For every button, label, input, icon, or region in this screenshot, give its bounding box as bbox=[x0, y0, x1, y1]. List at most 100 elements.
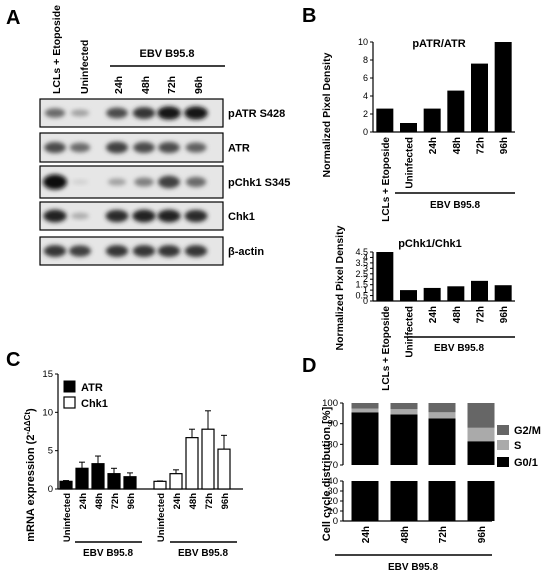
x-tick-label: 24h bbox=[428, 137, 439, 154]
y-tick-label: 3 bbox=[363, 263, 368, 273]
blot-band bbox=[70, 109, 90, 117]
bar bbox=[376, 108, 394, 132]
x-tick-label: 72h bbox=[476, 137, 487, 154]
bar-segment-g01 bbox=[428, 481, 456, 521]
blot-band bbox=[105, 245, 129, 257]
blot-band bbox=[43, 174, 67, 190]
blot-band bbox=[71, 212, 89, 220]
blot-lane-label: 24h bbox=[113, 76, 125, 94]
bar bbox=[447, 90, 465, 132]
bar-segment-g01 bbox=[390, 414, 418, 465]
y-tick-label: 20 bbox=[327, 496, 338, 507]
y-tick-label: 1.5 bbox=[355, 280, 368, 290]
bar-segment-g2m bbox=[390, 403, 418, 410]
bar-atr bbox=[59, 480, 73, 490]
bar-segment-s bbox=[390, 409, 418, 415]
y-tick-label: 100 bbox=[322, 398, 338, 409]
bar-segment-g01 bbox=[390, 481, 418, 521]
chart-cell-cycle: Cell cycle distribution [%] 70 80 90 100 010… bbox=[321, 398, 541, 573]
x-tick-label: Uninfected bbox=[405, 306, 416, 358]
x-tick-label: LCLs + Etoposide bbox=[381, 137, 392, 222]
legend-swatch-g01 bbox=[497, 457, 509, 467]
bar-segment-g2m bbox=[351, 403, 379, 409]
panel-label-d: D bbox=[302, 355, 316, 377]
blot-band bbox=[69, 245, 91, 257]
blot-band bbox=[105, 209, 129, 223]
bar bbox=[471, 63, 488, 132]
y-tick-label: 0 bbox=[363, 127, 368, 137]
y-axis-label: mRNA expression (2-ΔΔCt) bbox=[23, 408, 37, 542]
panel-label-c: C bbox=[6, 349, 20, 371]
bar bbox=[471, 280, 488, 301]
y-axis-label: Cell cycle distribution [%] bbox=[321, 406, 333, 541]
blot-lane-label: 96h bbox=[193, 76, 205, 94]
y-tick-label: 15 bbox=[42, 369, 53, 380]
y-tick-label: 0 bbox=[363, 296, 368, 306]
y-tick-label: 1 bbox=[363, 285, 368, 295]
legend-swatch-g2m bbox=[497, 425, 509, 435]
blot-lane-label: 48h bbox=[140, 76, 152, 94]
y-tick-label: 70 bbox=[327, 460, 338, 471]
x-tick-label: 48h bbox=[94, 493, 105, 510]
legend-label-chk1: Chk1 bbox=[81, 398, 108, 410]
y-tick-label: 4 bbox=[363, 252, 368, 262]
y-tick-label: 0 bbox=[48, 484, 53, 495]
bar-segment-g01 bbox=[467, 481, 495, 521]
blot-lane-label: Uninfected bbox=[79, 40, 91, 94]
blot-group-label: EBV B95.8 bbox=[139, 48, 194, 60]
y-tick-label: 90 bbox=[327, 419, 338, 430]
y-tick-label: 0.5 bbox=[355, 291, 368, 301]
western-blot: LCLs + Etoposide Uninfected 24h 48h 72h … bbox=[39, 5, 290, 266]
bar-chk1 bbox=[153, 480, 167, 490]
y-tick-label: 4 bbox=[363, 91, 368, 101]
chart-title: pATR/ATR bbox=[412, 38, 465, 50]
group-label-chk1: EBV B95.8 bbox=[178, 548, 228, 559]
x-tick-label: 24h bbox=[172, 493, 183, 510]
x-tick-label: Uninfected bbox=[62, 493, 73, 542]
x-tick-label: 48h bbox=[452, 137, 463, 154]
bar bbox=[423, 108, 441, 132]
panel-label-b: B bbox=[302, 5, 316, 27]
bar-chk1 bbox=[201, 428, 215, 490]
bar bbox=[494, 285, 512, 301]
bar-atr bbox=[91, 463, 105, 490]
bar-segment-s bbox=[351, 408, 379, 413]
bar-chk1 bbox=[185, 437, 199, 490]
panel-label-a: A bbox=[6, 7, 20, 29]
x-tick-label: 72h bbox=[110, 493, 121, 510]
blot-band bbox=[184, 245, 208, 257]
blot-row-label: β-actin bbox=[228, 246, 264, 258]
y-tick-label: 8 bbox=[363, 55, 368, 65]
chart-patr-atr: pATR/ATR Normalized Pixel Density 0 2 4 6 8 1… bbox=[321, 37, 515, 222]
y-tick-label: 2 bbox=[363, 109, 368, 119]
bar bbox=[376, 252, 394, 301]
bar bbox=[400, 123, 417, 132]
blot-row-label: pChk1 S345 bbox=[228, 177, 290, 189]
blot-band bbox=[43, 245, 67, 257]
bar-segment-g01 bbox=[467, 441, 495, 465]
chart-title: pChk1/Chk1 bbox=[398, 238, 462, 250]
blot-band bbox=[184, 209, 208, 223]
x-tick-label: Uninfected bbox=[156, 493, 167, 542]
chart-mrna-expression: mRNA expression (2-ΔΔCt) 0 5 10 15 ATR Chk1… bbox=[23, 369, 243, 559]
blot-band bbox=[157, 209, 181, 223]
blot-band bbox=[158, 141, 180, 154]
x-tick-label: 24h bbox=[361, 526, 372, 543]
x-tick-label: 96h bbox=[126, 493, 137, 510]
x-tick-label: LCLs + Etoposide bbox=[381, 306, 392, 391]
y-axis-label: Normalized Pixel Density bbox=[334, 225, 346, 350]
y-axis-label: Normalized Pixel Density bbox=[321, 52, 333, 177]
legend-swatch-s bbox=[497, 440, 509, 450]
x-tick-label: 24h bbox=[78, 493, 89, 510]
blot-lane-label: 72h bbox=[166, 76, 178, 94]
bar-atr bbox=[107, 473, 121, 490]
x-tick-label: 72h bbox=[438, 526, 449, 543]
blot-band bbox=[185, 142, 207, 153]
bar-segment-s bbox=[467, 427, 495, 442]
x-tick-label: 96h bbox=[477, 526, 488, 543]
y-tick-label: 2.5 bbox=[355, 269, 368, 279]
bar-segment-s bbox=[428, 412, 456, 419]
x-tick-label: 96h bbox=[499, 306, 510, 323]
bar-chk1 bbox=[169, 473, 183, 490]
blot-lane-label: LCLs + Etoposide bbox=[51, 5, 63, 94]
